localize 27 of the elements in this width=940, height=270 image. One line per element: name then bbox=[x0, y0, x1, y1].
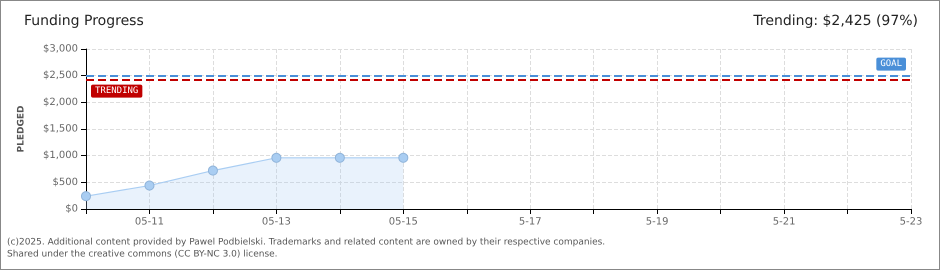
point bbox=[208, 166, 218, 176]
y-tick-label: $1,000 bbox=[43, 150, 78, 162]
y-axis-title: PLEDGED bbox=[16, 106, 26, 152]
point bbox=[81, 191, 91, 202]
point bbox=[398, 152, 408, 163]
text: Shared under the creative commons (CC BY-NC 3.0) license. bbox=[7, 250, 278, 260]
x-tick-label: 05-11 bbox=[134, 216, 164, 228]
point bbox=[334, 152, 345, 163]
y-tick-label: $0 bbox=[65, 204, 78, 214]
text: (c)2025. Additional content provided by Pawel Podbielski. Trademarks and related content are owned by their respective companies. bbox=[7, 238, 606, 248]
y-tick-label: $1,500 bbox=[43, 124, 78, 134]
x-tick-label: 5-19 bbox=[646, 216, 669, 228]
chart-subtitle: Trending: $2,425 (97%) bbox=[752, 13, 918, 29]
y-tick-label: $2,000 bbox=[43, 96, 78, 108]
y-tick-label: $500 bbox=[52, 176, 78, 188]
ref-line-label: GOAL bbox=[880, 59, 902, 70]
y-tick-label: $3,000 bbox=[43, 44, 78, 54]
x-tick-label: 5-17 bbox=[518, 216, 542, 228]
x-tick-label: 5-23 bbox=[900, 216, 922, 228]
y-tick-label: $2,500 bbox=[43, 70, 78, 82]
point bbox=[271, 152, 282, 163]
ref-line-label: TRENDING bbox=[95, 86, 138, 96]
x-tick-label: 05-15 bbox=[388, 216, 418, 228]
point bbox=[144, 180, 154, 191]
chart-title: Funding Progress bbox=[24, 13, 144, 29]
x-tick-label: 05-13 bbox=[262, 216, 291, 228]
x-tick-label: 5-21 bbox=[772, 216, 796, 228]
